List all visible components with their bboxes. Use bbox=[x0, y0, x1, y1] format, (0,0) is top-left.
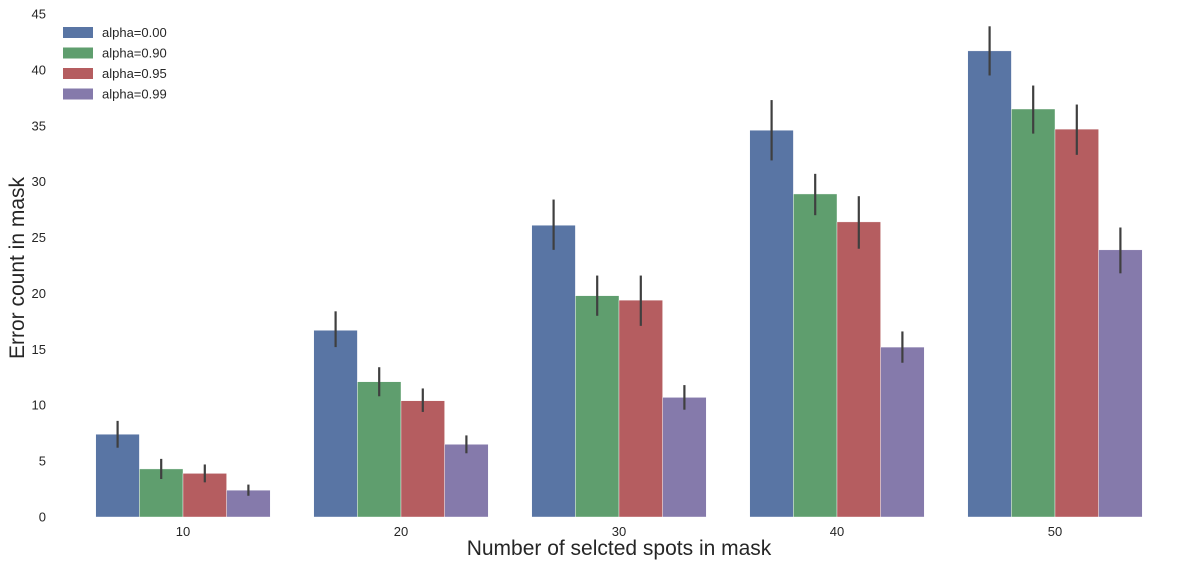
bar bbox=[749, 130, 794, 518]
legend-swatch bbox=[63, 27, 93, 38]
x-tick-label: 50 bbox=[1048, 524, 1062, 539]
bar bbox=[357, 381, 402, 518]
legend-label: alpha=0.99 bbox=[102, 87, 167, 102]
legend-swatch bbox=[63, 47, 93, 59]
bar bbox=[1098, 249, 1143, 518]
x-axis-label: Number of selcted spots in mask bbox=[467, 537, 772, 560]
y-axis-ticks: 0 5 10 15 20 25 30 35 40 45 bbox=[32, 7, 46, 525]
y-tick-label: 30 bbox=[32, 174, 46, 189]
x-axis-ticks: 10 20 30 40 50 bbox=[176, 524, 1062, 539]
bar bbox=[662, 397, 707, 518]
bars bbox=[95, 50, 1143, 518]
y-tick-label: 35 bbox=[32, 118, 46, 133]
bar bbox=[793, 193, 838, 518]
legend-label: alpha=0.90 bbox=[102, 46, 167, 61]
x-tick-label: 30 bbox=[612, 524, 626, 539]
x-tick-label: 10 bbox=[176, 524, 190, 539]
y-tick-label: 20 bbox=[32, 286, 46, 301]
bar bbox=[531, 225, 576, 518]
bar bbox=[618, 299, 663, 518]
y-tick-label: 5 bbox=[39, 454, 46, 469]
y-tick-label: 0 bbox=[39, 510, 46, 525]
bar bbox=[400, 400, 445, 518]
y-tick-label: 15 bbox=[32, 342, 46, 357]
y-tick-label: 40 bbox=[32, 62, 46, 77]
bar bbox=[575, 295, 620, 518]
legend-swatch bbox=[63, 88, 93, 100]
legend-label: alpha=0.00 bbox=[102, 25, 167, 40]
y-axis-label: Error count in mask bbox=[6, 176, 29, 359]
legend-swatch bbox=[63, 68, 93, 79]
y-tick-label: 10 bbox=[32, 398, 46, 413]
y-tick-label: 45 bbox=[32, 7, 46, 22]
legend: alpha=0.00 alpha=0.90 alpha=0.95 alpha=0.99 bbox=[63, 25, 167, 102]
bar bbox=[1054, 128, 1099, 518]
x-tick-label: 20 bbox=[394, 524, 408, 539]
bar bbox=[313, 330, 358, 518]
bar bbox=[1011, 108, 1056, 518]
bar bbox=[444, 444, 489, 518]
error-bars bbox=[116, 26, 1122, 496]
bar bbox=[836, 221, 881, 518]
legend-label: alpha=0.95 bbox=[102, 66, 167, 81]
y-tick-label: 25 bbox=[32, 230, 46, 245]
bar bbox=[967, 50, 1012, 518]
bar bbox=[95, 434, 140, 518]
x-tick-label: 40 bbox=[830, 524, 844, 539]
bar bbox=[880, 346, 925, 518]
